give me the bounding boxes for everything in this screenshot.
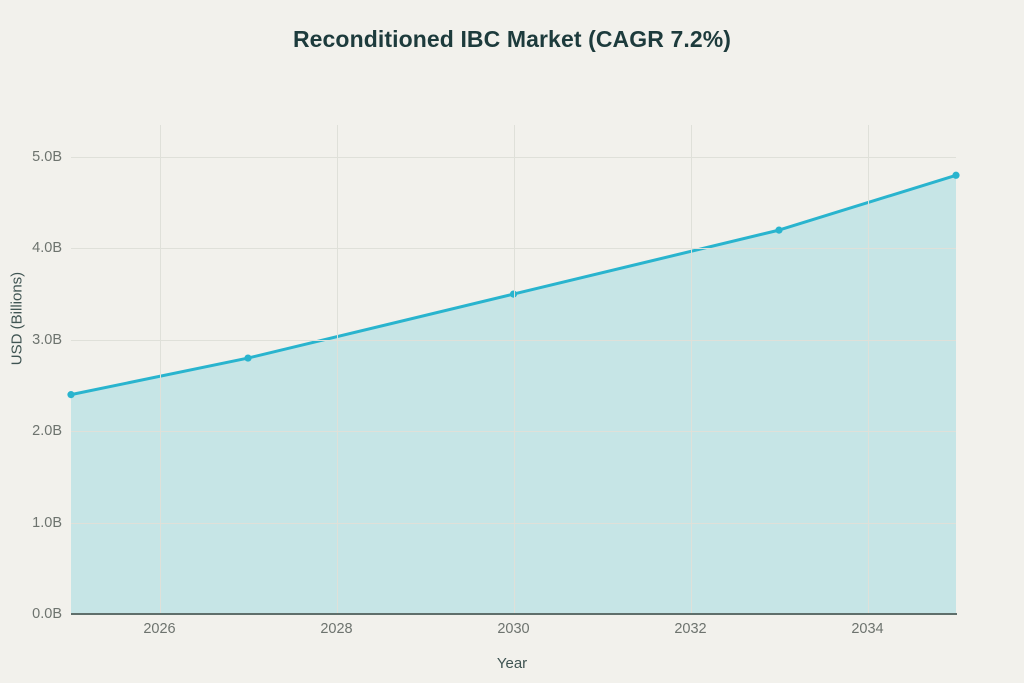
x-axis-tick-label: 2028 [320, 621, 353, 637]
gridline-vertical [159, 125, 161, 614]
y-axis-tick-label: 3.0B [32, 331, 62, 348]
y-axis-tick-labels: 0.0B 1.0B 2.0B 3.0B 4.0B 5.0B [0, 0, 62, 683]
data-point-marker [509, 290, 518, 298]
gridline-vertical [336, 125, 338, 614]
x-axis-tick-label: 2026 [143, 621, 176, 637]
chart-title: Reconditioned IBC Market (CAGR 7.2%) [292, 26, 732, 52]
x-axis-title: Year [496, 655, 528, 672]
y-axis-tick-label: 4.0B [32, 240, 62, 257]
y-axis-tick-label: 1.0B [32, 514, 62, 531]
data-point-marker [952, 171, 960, 179]
gridline-vertical [867, 125, 869, 614]
y-axis-tick-label: 0.0B [32, 606, 62, 622]
x-axis-tick-label: 2034 [851, 621, 884, 637]
data-point-markers [67, 171, 960, 399]
gridline-vertical [513, 125, 515, 614]
data-point-marker [67, 391, 75, 399]
y-axis-tick-label: 5.0B [32, 148, 62, 165]
data-point-marker [775, 226, 783, 234]
x-axis-line [71, 613, 957, 615]
x-axis-tick-label: 2030 [497, 621, 530, 637]
x-axis-tick-label: 2032 [674, 621, 707, 637]
gridline-vertical [690, 125, 692, 614]
data-point-marker [244, 354, 252, 362]
plot-area [67, 125, 960, 614]
y-axis-title: USD (Billions) [8, 271, 26, 366]
y-axis-tick-label: 2.0B [32, 423, 62, 440]
